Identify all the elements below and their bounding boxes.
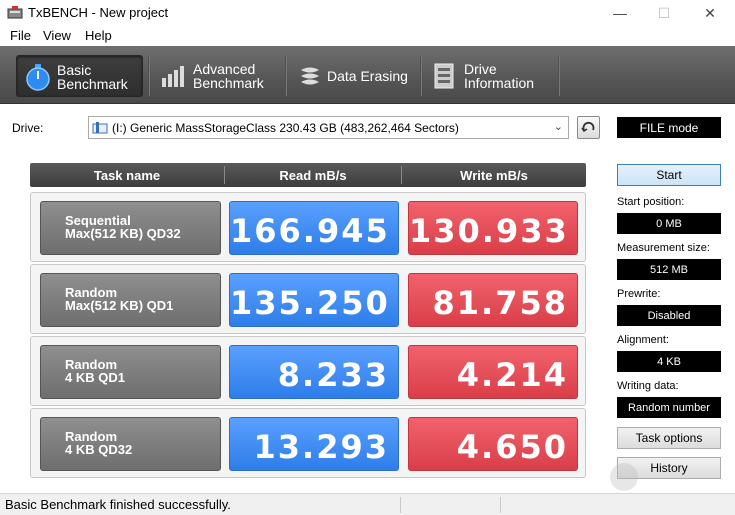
drive-dropdown[interactable]: (I:) Generic MassStorageClass 230.43 GB …: [88, 116, 569, 139]
eraser-icon: [301, 67, 319, 85]
task-button-rnd-4k-qd1[interactable]: Random 4 KB QD1: [40, 345, 221, 399]
writing-data-field[interactable]: Random number: [617, 397, 721, 418]
read-value: 135.250: [229, 273, 399, 327]
toolbar-divider: [558, 56, 560, 96]
write-value: 81.758: [408, 273, 578, 327]
header-task-name: Task name: [93, 167, 161, 183]
window-title: TxBENCH - New project: [28, 5, 169, 20]
stopwatch-icon: [26, 64, 50, 91]
status-divider: [500, 497, 501, 513]
close-icon: ✕: [704, 4, 716, 21]
alignment-field[interactable]: 4 KB: [617, 351, 721, 372]
result-row-rnd-4k-qd1: Random 4 KB QD1 8.233 4.214: [30, 336, 586, 406]
toolbar-divider: [148, 56, 150, 96]
alignment-label: Alignment:: [617, 334, 669, 346]
task-button-rnd-512k-qd1[interactable]: Random Max(512 KB) QD1: [40, 273, 221, 327]
menu-help[interactable]: Help: [85, 28, 112, 43]
tab-drive-information-label: Drive Information: [464, 61, 535, 91]
refresh-icon: [581, 122, 595, 133]
header-write: Write mB/s: [460, 167, 528, 183]
prewrite-label: Prewrite:: [617, 288, 661, 300]
write-value: 130.933: [408, 201, 578, 255]
start-position-field[interactable]: 0 MB: [617, 213, 721, 234]
write-value: 4.650: [408, 417, 578, 471]
usb-drive-icon: [92, 122, 108, 134]
status-bar: Basic Benchmark finished successfully.: [0, 493, 735, 515]
chevron-down-icon: ⌄: [553, 121, 563, 133]
tab-advanced-benchmark-label: Advanced Benchmark: [193, 61, 264, 91]
drive-label: Drive:: [12, 121, 44, 135]
start-position-label: Start position:: [617, 196, 685, 208]
task-button-rnd-4k-qd32[interactable]: Random 4 KB QD32: [40, 417, 221, 471]
start-button[interactable]: Start: [617, 164, 721, 186]
header-divider: [401, 166, 402, 184]
tab-basic-benchmark-label: Basic Benchmark: [57, 62, 128, 92]
measurement-size-label: Measurement size:: [617, 242, 710, 254]
maximize-icon: ☐: [657, 4, 671, 21]
tab-drive-information[interactable]: Drive Information: [427, 55, 557, 97]
result-row-rnd-512k-qd1: Random Max(512 KB) QD1 135.250 81.758: [30, 264, 586, 334]
tab-basic-benchmark[interactable]: Basic Benchmark: [16, 55, 143, 97]
menu-view[interactable]: View: [43, 28, 71, 43]
watermark-icon: [610, 463, 638, 491]
measurement-size-field[interactable]: 512 MB: [617, 259, 721, 280]
title-bar: TxBENCH - New project — ☐ ✕: [0, 0, 735, 26]
bar-chart-icon: [162, 66, 184, 87]
toolbar: Basic Benchmark Advanced Benchmark Data …: [0, 46, 735, 104]
tab-data-erasing[interactable]: Data Erasing: [292, 55, 416, 97]
task-button-seq-qd32[interactable]: Sequential Max(512 KB) QD32: [40, 201, 221, 255]
status-divider: [400, 497, 401, 513]
header-read: Read mB/s: [279, 167, 347, 183]
file-mode-indicator: FILE mode: [617, 117, 721, 138]
drive-info-icon: [434, 63, 454, 89]
result-row-seq-qd32: Sequential Max(512 KB) QD32 166.945 130.…: [30, 192, 586, 262]
toolbar-divider: [420, 56, 422, 96]
refresh-button[interactable]: [577, 116, 600, 139]
write-value: 4.214: [408, 345, 578, 399]
writing-data-label: Writing data:: [617, 380, 679, 392]
watermark-logo: [610, 463, 730, 493]
tab-advanced-benchmark[interactable]: Advanced Benchmark: [154, 55, 282, 97]
maximize-button[interactable]: ☐: [641, 0, 687, 26]
prewrite-field[interactable]: Disabled: [617, 305, 721, 326]
status-text: Basic Benchmark finished successfully.: [5, 497, 231, 512]
read-value: 8.233: [229, 345, 399, 399]
history-button[interactable]: History: [617, 457, 721, 479]
minimize-button[interactable]: —: [597, 0, 643, 26]
tab-data-erasing-label: Data Erasing: [327, 68, 408, 84]
read-value: 166.945: [229, 201, 399, 255]
menu-file[interactable]: File: [10, 28, 31, 43]
minimize-icon: —: [613, 5, 627, 21]
results-header: Task name Read mB/s Write mB/s: [30, 163, 586, 187]
close-button[interactable]: ✕: [687, 0, 733, 26]
task-options-button[interactable]: Task options: [617, 427, 721, 449]
menu-bar: File View Help: [0, 26, 735, 46]
app-icon: [7, 6, 23, 19]
header-divider: [224, 166, 225, 184]
read-value: 13.293: [229, 417, 399, 471]
result-row-rnd-4k-qd32: Random 4 KB QD32 13.293 4.650: [30, 408, 586, 478]
drive-selected-value: (I:) Generic MassStorageClass 230.43 GB …: [112, 121, 459, 135]
toolbar-divider: [285, 56, 287, 96]
